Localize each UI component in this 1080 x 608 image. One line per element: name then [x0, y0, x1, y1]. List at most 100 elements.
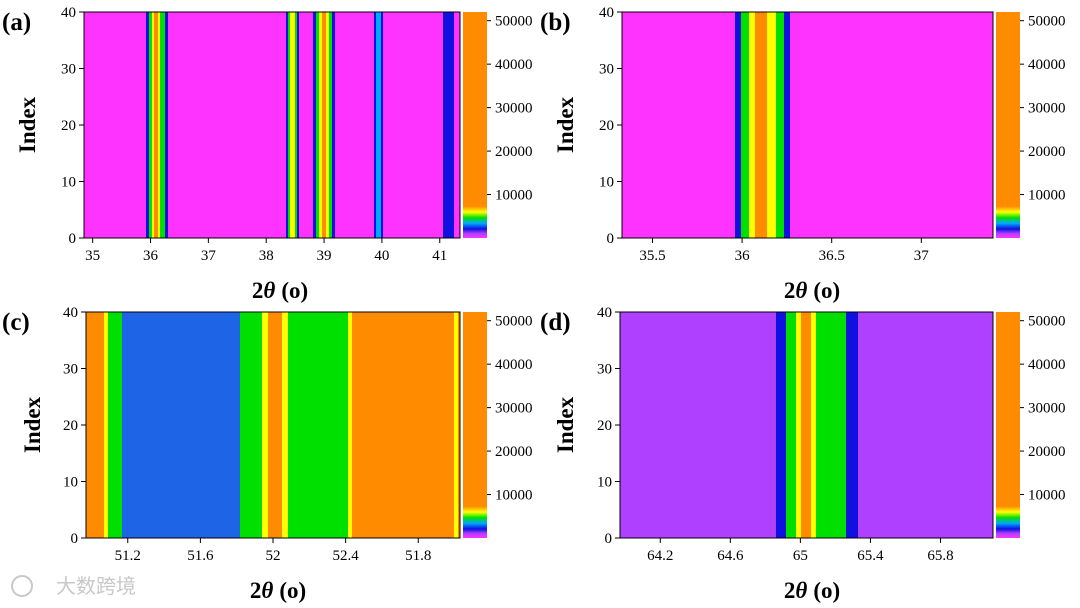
panel-c: 51.2 51.6 52 52.4 51.8 0 10 20 30 40 10000 20000 3…: [63, 305, 533, 564]
panel-c-yellow-edge-far-right: [454, 312, 458, 538]
panel-c-x-tick-label-3: 52.4: [332, 548, 359, 564]
panel-c-y-tick-label-2: 20: [63, 418, 78, 434]
panel-b-x-axis-title-symbol: θ: [795, 278, 807, 303]
panel-a-x-tick-label-6: 41: [432, 248, 447, 264]
panel-c-x-axis-title: 2θ (o): [250, 578, 306, 603]
panel-d-y-tick-label-1: 10: [597, 475, 612, 491]
panel-c-colorbar: 10000 20000 30000 40000 50000: [463, 312, 533, 538]
panel-d-colorbar-tick-label-3: 40000: [1028, 357, 1066, 373]
panel-a-peak-2-core: [290, 12, 295, 238]
panel-d-colorbar: 10000 20000 30000 40000 50000: [996, 312, 1066, 538]
panel-b-colorbar-tick-label-3: 40000: [1028, 57, 1066, 73]
panel-d-x-tick-label-2: 65: [793, 548, 808, 564]
panel-c-colorbar-tick-label-2: 30000: [495, 401, 533, 417]
panel-c-y-axis: 0 10 20 30 40: [63, 305, 86, 547]
panel-a-x-tick-label-1: 36: [143, 248, 159, 264]
panel-a-plot-area: [83, 11, 461, 239]
panel-a-x-axis-title: 2θ (o): [252, 278, 308, 303]
panel-b-colorbar-tick-label-1: 20000: [1028, 144, 1066, 160]
panel-c-y-tick-label-4: 40: [63, 305, 78, 321]
panel-c-x-axis: 51.2 51.6 52 52.4 51.8: [115, 538, 431, 564]
panel-a-colorbar-tick-label-3: 40000: [495, 57, 533, 73]
panel-c-colorbar-scale: [463, 312, 487, 538]
panel-a-x-tick-label-3: 38: [259, 248, 274, 264]
panel-c-x-tick-label-0: 51.2: [115, 548, 141, 564]
panel-a-x-tick-label-2: 37: [201, 248, 217, 264]
panel-a-colorbar: 10000 20000 30000 40000 50000: [463, 12, 533, 238]
panel-d-colorbar-tick-label-0: 10000: [1028, 488, 1066, 504]
panel-d-y-tick-label-0: 0: [605, 531, 613, 547]
panel-a-y-tick-label-4: 40: [61, 5, 76, 21]
panel-b-y-tick-label-4: 40: [599, 5, 614, 21]
panel-a-y-axis: 0 10 20 30 40: [61, 5, 84, 247]
panel-a-y-tick-label-0: 0: [69, 231, 77, 247]
panel-c-label: (c): [2, 309, 30, 336]
panel-a-colorbar-tick-label-1: 20000: [495, 144, 533, 160]
panel-c-x-tick-label-4: 51.8: [405, 548, 431, 564]
panel-d: 64.2 64.6 65 65.4 65.8 0 10 20 30 40 10000 20000 3…: [597, 305, 1066, 564]
panel-a-x-tick-label-0: 35: [85, 248, 100, 264]
panel-a-y-axis-title: Index: [15, 96, 40, 153]
panel-d-y-tick-label-3: 30: [597, 362, 612, 378]
panel-b-colorbar: 10000 20000 30000 40000 50000: [996, 12, 1066, 238]
panel-a-peak-5: [443, 12, 454, 238]
panel-b-y-tick-label-2: 20: [599, 118, 614, 134]
panel-b-y-axis: 0 10 20 30 40: [599, 5, 622, 247]
panel-d-x-tick-label-4: 65.8: [927, 548, 953, 564]
panel-d-x-tick-label-1: 64.6: [717, 548, 744, 564]
panel-d-colorbar-tick-label-2: 30000: [1028, 401, 1066, 417]
panel-c-y-tick-label-1: 10: [63, 475, 78, 491]
panel-d-y-axis: 0 10 20 30 40: [597, 305, 620, 547]
panel-b-x-tick-label-3: 37: [914, 248, 930, 264]
panel-a-y-tick-label-3: 30: [61, 62, 76, 78]
panel-c-x-tick-label-2: 52: [266, 548, 281, 564]
panel-a-x-axis-title-symbol: θ: [263, 278, 275, 303]
panel-d-x-axis-title-unit: (o): [813, 578, 840, 603]
panel-a-colorbar-tick-label-2: 30000: [495, 101, 533, 117]
panel-c-y-tick-label-3: 30: [63, 362, 78, 378]
panel-d-peak-1-center: [801, 312, 811, 538]
panel-d-colorbar-scale: [996, 312, 1020, 538]
panel-c-green-band-right: [240, 312, 352, 538]
panel-b-colorbar-scale: [996, 12, 1020, 238]
panel-a-y-tick-label-2: 20: [61, 118, 76, 134]
panel-d-label: (d): [540, 309, 571, 336]
watermark: 大数跨境: [11, 574, 136, 598]
panel-c-x-tick-label-1: 51.6: [187, 548, 214, 564]
panel-d-y-axis-title: Index: [553, 396, 578, 453]
panel-a: 35 36 37 38 39 40 41 0 10 20 30 40 10000 20000 30000…: [61, 5, 533, 264]
panel-b-x-tick-label-1: 36: [735, 248, 751, 264]
panel-c-colorbar-tick-label-1: 20000: [495, 444, 533, 460]
panel-c-yellow-edge-right: [348, 312, 352, 538]
panel-d-x-tick-label-0: 64.2: [647, 548, 673, 564]
panel-b: 35.5 36 36.5 37 0 10 20 30 40 10000 20000 30000 40…: [599, 5, 1066, 264]
panel-a-peak-4-core: [376, 12, 381, 238]
panel-b-y-tick-label-0: 0: [607, 231, 615, 247]
watermark-logo-icon: [11, 575, 33, 597]
panel-b-y-tick-label-3: 30: [599, 62, 614, 78]
panel-a-colorbar-tick-label-0: 10000: [495, 188, 533, 204]
panel-b-x-tick-label-0: 35.5: [639, 248, 665, 264]
panel-c-colorbar-tick-label-4: 50000: [495, 314, 533, 330]
panel-b-background: [622, 12, 993, 238]
panel-a-x-axis-title-prefix: 2: [252, 278, 264, 303]
panel-c-peak-center: [268, 312, 282, 538]
panel-b-y-tick-label-1: 10: [599, 175, 614, 191]
panel-c-colorbar-tick-label-0: 10000: [495, 488, 533, 504]
panel-d-x-tick-label-3: 65.4: [857, 548, 884, 564]
panel-b-colorbar-tick-label-0: 10000: [1028, 188, 1066, 204]
watermark-text: 大数跨境: [56, 574, 136, 598]
panel-b-colorbar-tick-label-2: 30000: [1028, 101, 1066, 117]
panel-a-colorbar-scale: [463, 12, 487, 238]
panel-c-y-axis-title: Index: [20, 396, 45, 453]
panel-b-peak-1-center: [755, 12, 767, 238]
panel-c-y-tick-label-0: 0: [71, 531, 79, 547]
panel-a-label: (a): [2, 9, 31, 36]
panel-d-x-axis-title-prefix: 2: [784, 578, 796, 603]
panel-c-plot-area: [85, 311, 461, 539]
panel-a-x-axis: 35 36 37 38 39 40 41: [85, 238, 447, 264]
panel-a-background: [84, 12, 460, 238]
panel-d-x-axis-title: 2θ (o): [784, 578, 840, 603]
panel-b-x-tick-label-2: 36.5: [819, 248, 845, 264]
